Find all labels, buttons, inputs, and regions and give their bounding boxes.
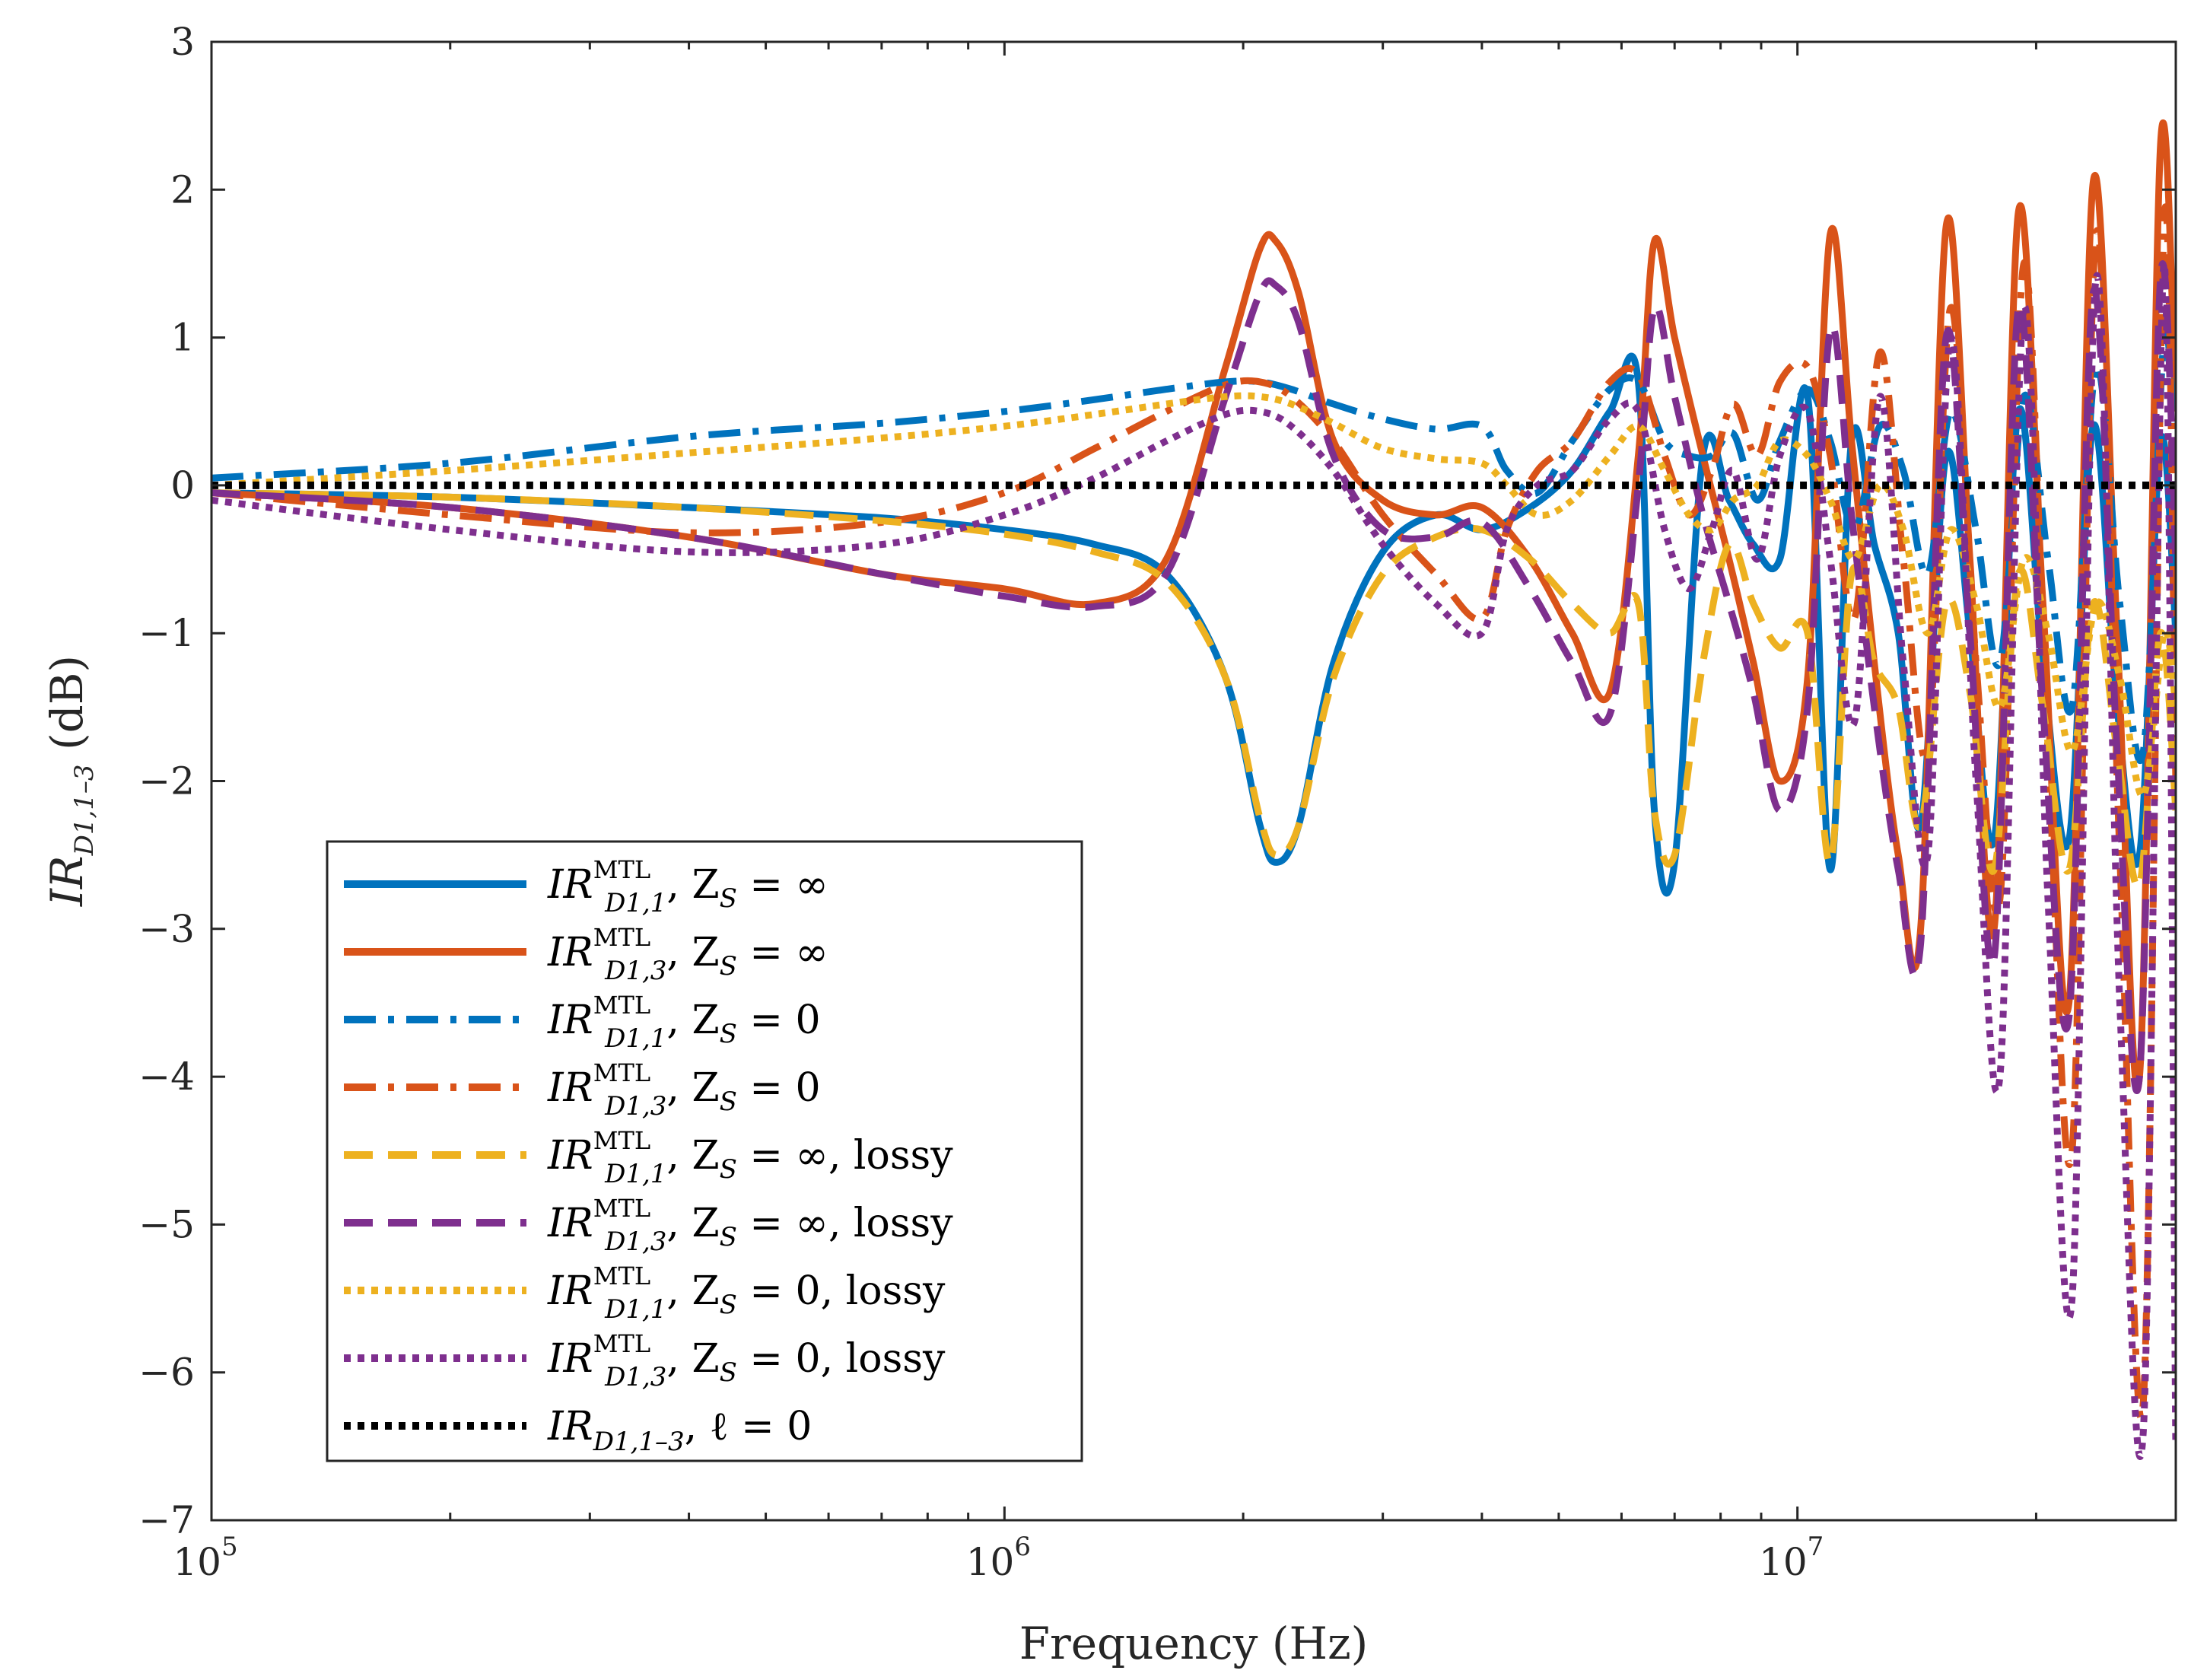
x-tick-label: 106 [966,1532,1031,1584]
y-tick-label: 0 [170,463,195,508]
legend-entry: IRMTL D1,1, ZS = 0, lossy [547,1262,946,1325]
y-tick-label: 1 [170,316,195,360]
legend-entry: IRD1,1–3, ℓ = 0 [547,1404,812,1457]
y-tick-label: −1 [138,611,195,655]
series-line-5 [211,489,2176,890]
x-tick-label: 107 [1759,1532,1824,1584]
series-line-6 [211,260,2176,1094]
legend-entry: IRMTL D1,3, ZS = ∞ [547,923,828,986]
series-line-7 [211,392,2176,800]
y-tick-label: −5 [138,1202,195,1246]
y-tick-label: −3 [138,907,195,951]
series-line-2 [211,119,2176,1092]
legend-entry: IRMTL D1,1, ZS = ∞, lossy [547,1126,953,1189]
legend-entry: IRMTL D1,3, ZS = ∞, lossy [547,1194,953,1257]
legend-entry: IRMTL D1,1, ZS = ∞ [547,855,828,918]
x-tick-label: 105 [173,1532,237,1584]
y-tick-label: −2 [138,759,195,803]
series-group [211,119,2176,1460]
series-line-8 [211,259,2176,1460]
legend: IRMTL D1,1, ZS = ∞IRMTL D1,3, ZS = ∞IRMTL D… [326,840,1083,1462]
y-tick-label: −4 [138,1055,195,1099]
legend-entry: IRMTL D1,3, ZS = 0 [547,1058,821,1122]
y-axis-label: IRD1,1–3 (dB) [41,655,100,907]
legend-entry: IRMTL D1,1, ZS = 0 [547,991,821,1054]
legend-entry: IRMTL D1,3, ZS = 0, lossy [547,1329,946,1392]
y-tick-label: 2 [170,167,195,212]
x-axis-label: Frequency (Hz) [1019,1618,1369,1669]
plot-frame [210,40,2177,1522]
y-tick-label: −6 [138,1351,195,1395]
y-tick-label: −7 [138,1498,195,1542]
y-tick-label: 3 [170,20,195,64]
